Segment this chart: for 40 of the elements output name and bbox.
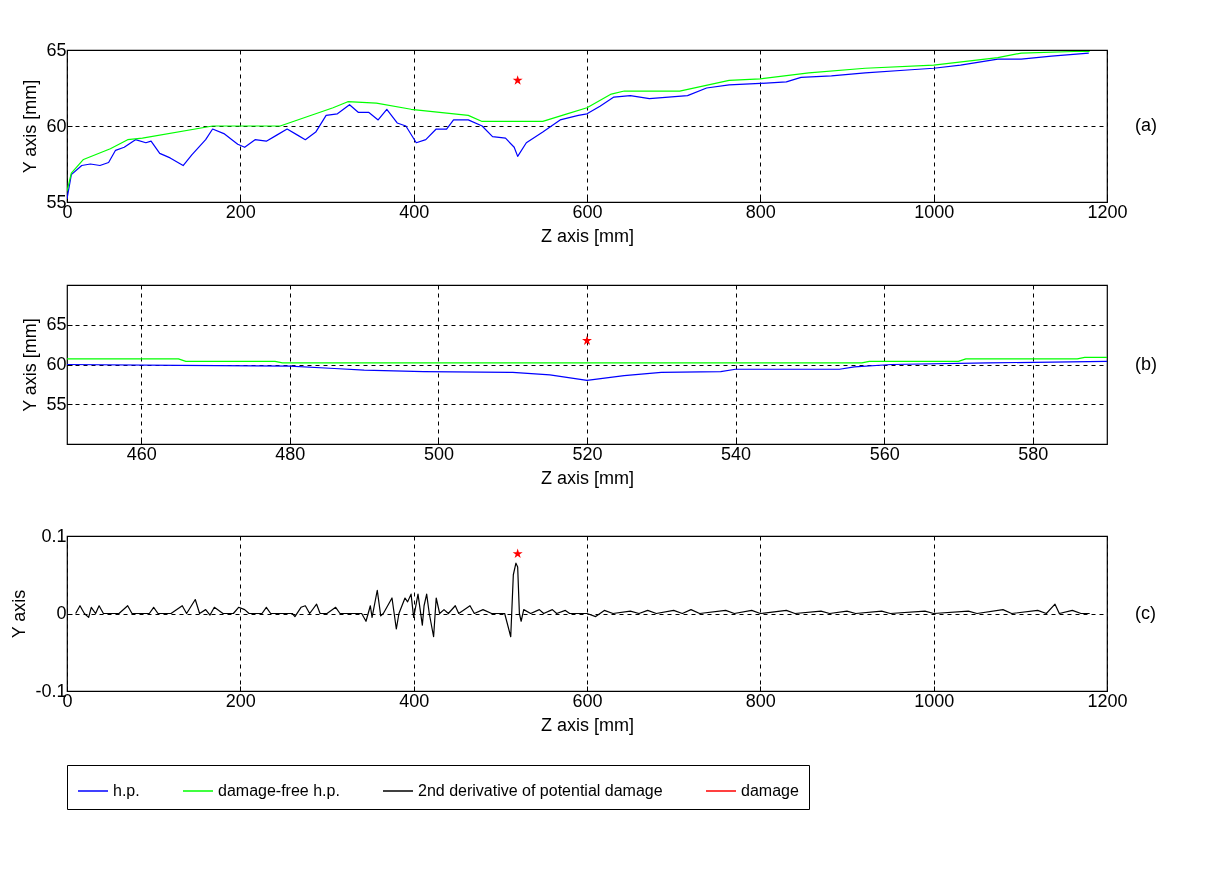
x-tick-label: 1000 bbox=[914, 690, 955, 711]
y-tick-label: 55 bbox=[46, 393, 67, 414]
x-tick-label: 400 bbox=[399, 201, 430, 222]
x-axis-title: Z axis [mm] bbox=[541, 225, 634, 246]
legend-label: h.p. bbox=[113, 782, 140, 799]
y-axis-title: Y axis [mm] bbox=[20, 318, 41, 412]
y-tick-label: 0.1 bbox=[41, 525, 67, 546]
x-tick-label: 520 bbox=[572, 443, 603, 464]
x-tick-label: 540 bbox=[721, 443, 752, 464]
y-tick-label: 60 bbox=[46, 354, 67, 374]
x-tick-label: 800 bbox=[745, 201, 776, 222]
text: (a) bbox=[1135, 115, 1157, 135]
legend-label: 2nd derivative of potential damage bbox=[418, 782, 663, 799]
x-tick-label: 580 bbox=[1018, 443, 1049, 464]
x-tick-label: 480 bbox=[275, 443, 306, 464]
x-tick-label: 560 bbox=[869, 443, 900, 464]
x-tick-label: 600 bbox=[572, 690, 603, 711]
y-tick-label: 65 bbox=[46, 314, 67, 335]
x-tick-label: 200 bbox=[225, 690, 256, 711]
x-tick-label: 400 bbox=[399, 690, 430, 711]
x-tick-label: 200 bbox=[225, 201, 256, 222]
y-axis-title: Y axis bbox=[9, 589, 30, 639]
line-series bbox=[67, 360, 1107, 381]
x-axis-title: Z axis [mm] bbox=[541, 467, 634, 488]
x-tick-label: 500 bbox=[423, 443, 454, 464]
text: (b) bbox=[1135, 353, 1157, 374]
y-tick-label: 65 bbox=[46, 39, 67, 60]
x-axis-title: Z axis [mm] bbox=[541, 714, 634, 735]
legend-label: damage-free h.p. bbox=[218, 782, 340, 799]
x-tick-label: 1200 bbox=[1087, 690, 1128, 711]
x-tick-label: 1000 bbox=[914, 201, 955, 222]
x-tick-label: 800 bbox=[745, 690, 776, 711]
legend-label: damage bbox=[741, 782, 799, 799]
y-tick-label: 60 bbox=[46, 115, 67, 136]
y-axis-title: Y axis [mm] bbox=[20, 79, 41, 174]
x-tick-label: 1200 bbox=[1087, 201, 1128, 222]
x-tick-label: 600 bbox=[572, 201, 603, 222]
text: (c) bbox=[1135, 602, 1156, 623]
y-tick-label: 0 bbox=[56, 603, 67, 623]
x-tick-label: 460 bbox=[126, 443, 157, 464]
